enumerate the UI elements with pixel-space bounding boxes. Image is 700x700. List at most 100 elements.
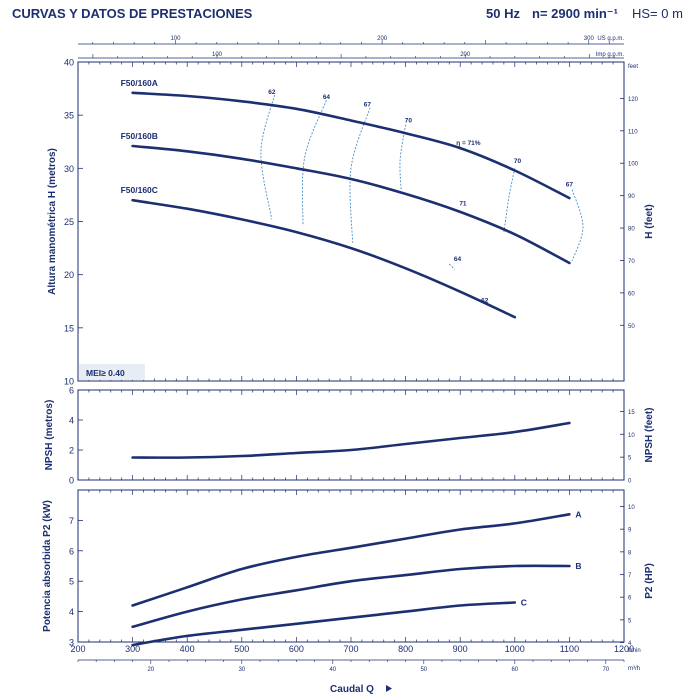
x-axis-label: Caudal Q — [330, 684, 374, 695]
head-curve-f50-160c — [131, 198, 517, 319]
efficiency-label: 64 — [454, 256, 462, 263]
imp-gpm-tick-label: 200 — [460, 52, 471, 58]
x-tick-label: 400 — [180, 644, 195, 654]
m3h-tick-label: 60 — [511, 667, 518, 673]
x-tick-label: 900 — [453, 644, 468, 654]
power-curve-a — [131, 513, 571, 607]
head-panel-ytick-right-label: 60 — [628, 291, 635, 297]
us-gpm-tick-label: 300 — [584, 36, 595, 42]
efficiency-iso-line — [399, 124, 407, 191]
power-curve-label: A — [575, 509, 581, 519]
head-panel-ytick-right-label: 80 — [628, 227, 635, 233]
imp-gpm-tick-label: 100 — [212, 52, 223, 58]
x-tick-label: 700 — [343, 644, 358, 654]
m3h-tick-label: 70 — [602, 667, 609, 673]
m3h-tick-label: 50 — [420, 667, 427, 673]
power-panel-ytick-label: 3 — [69, 638, 74, 648]
npsh-curve — [131, 421, 571, 459]
head-panel-ytick-right-label: 90 — [628, 194, 635, 200]
npsh-panel-ytick-label: 6 — [69, 386, 74, 396]
npsh-panel-ytick-label: 2 — [69, 446, 74, 456]
efficiency-label: 70 — [405, 118, 413, 125]
npsh-ylabel: NPSH (metros) — [44, 400, 55, 471]
m3h-unit: m³/h — [628, 666, 640, 672]
efficiency-label: 71 — [459, 201, 467, 208]
head-panel-ytick-label: 40 — [64, 58, 74, 68]
head-panel-ytick-right-label: 110 — [628, 129, 638, 135]
head-panel-ytick-label: 25 — [64, 217, 74, 227]
hs-label: HS= 0 m — [632, 6, 683, 21]
x-tick-label: 800 — [398, 644, 413, 654]
m3h-tick-label: 40 — [329, 667, 336, 673]
head-panel-ytick-label: 30 — [64, 164, 74, 174]
power-curve-label: C — [521, 597, 527, 607]
us-gpm-tick-label: 100 — [170, 36, 181, 42]
head-panel-ytick-label: 10 — [64, 377, 74, 387]
power-panel-ytick-right-label: 9 — [628, 528, 632, 534]
efficiency-label: η = 71% — [456, 140, 481, 147]
x-tick-label: 1100 — [560, 644, 579, 654]
power-panel-ytick-right-label: 4 — [628, 641, 632, 647]
head-panel-ytick-right-label: 70 — [628, 259, 635, 265]
power-panel-ytick-right-label: 8 — [628, 550, 632, 556]
efficiency-label: 70 — [514, 158, 522, 165]
power-panel-ytick-label: 7 — [69, 516, 74, 526]
npsh-panel-ytick-label: 4 — [69, 416, 74, 426]
efficiency-label: 62 — [268, 89, 276, 96]
chart-title: CURVAS Y DATOS DE PRESTACIONES — [12, 6, 253, 21]
efficiency-iso-line — [571, 189, 584, 261]
head-ylabel: Altura manométrica H (metros) — [47, 148, 58, 295]
head-curve-label: F50/160C — [121, 185, 158, 195]
efficiency-iso-line — [301, 100, 327, 226]
efficiency-label: 62 — [481, 297, 489, 304]
efficiency-label: 64 — [323, 94, 331, 101]
power-ylabel-right: P2 (HP) — [644, 563, 655, 599]
npsh-panel-ytick-right-label: 5 — [628, 456, 632, 462]
efficiency-iso-line — [448, 263, 456, 270]
us-gpm-tick-label: 200 — [377, 36, 388, 42]
power-curve-c — [131, 601, 517, 647]
head-panel-ytick-label: 20 — [64, 270, 74, 280]
head-curve-label: F50/160A — [121, 78, 158, 88]
m3h-tick-label: 30 — [238, 667, 245, 673]
x-tick-label: 200 — [70, 644, 85, 654]
mei-box — [79, 364, 145, 380]
power-curve-label: B — [575, 561, 581, 571]
speed-label: n= 2900 min⁻¹ — [532, 6, 618, 21]
efficiency-iso-line — [503, 168, 516, 233]
x-tick-label: 500 — [234, 644, 249, 654]
x-axis-arrow-icon — [386, 685, 392, 692]
head-curve-f50-160b — [131, 144, 571, 265]
npsh-ylabel-right: NPSH (feet) — [644, 407, 655, 462]
x-tick-label: 1000 — [505, 644, 525, 654]
efficiency-iso-line — [260, 94, 276, 220]
m3h-tick-label: 20 — [147, 667, 154, 673]
npsh-panel-ytick-right-label: 0 — [628, 479, 632, 485]
head-panel-ytick-right-label: 100 — [628, 162, 639, 168]
imp-gpm-unit: Imp g.p.m. — [596, 52, 625, 58]
efficiency-label: 67 — [566, 181, 574, 188]
npsh-panel-ytick-label: 0 — [69, 476, 74, 486]
power-panel-ytick-right-label: 5 — [628, 618, 632, 624]
npsh-panel-ytick-right-label: 10 — [628, 433, 635, 439]
head-panel-ytick-label: 15 — [64, 323, 74, 333]
x-tick-label: 300 — [125, 644, 140, 654]
npsh-panel-ytick-right-label: 15 — [628, 410, 635, 416]
head-curve-label: F50/160B — [121, 131, 158, 141]
power-ylabel: Potencia absorbida P2 (kW) — [42, 500, 53, 632]
head-panel-ytick-right-label: 120 — [628, 97, 639, 103]
x-unit-lpm: l/min — [628, 648, 641, 654]
mei-label: MEI≥ 0.40 — [86, 368, 125, 378]
head-panel-ytick-label: 35 — [64, 111, 74, 121]
npsh-panel-frame — [77, 389, 625, 481]
power-panel-ytick-right-label: 10 — [628, 505, 635, 511]
head-curve-f50-160a — [131, 91, 571, 200]
power-panel-ytick-right-label: 7 — [628, 573, 632, 579]
power-panel-ytick-right-label: 6 — [628, 596, 632, 602]
feet-unit: feet — [628, 64, 638, 70]
head-panel-ytick-right-label: 50 — [628, 324, 635, 330]
frequency-label: 50 Hz — [486, 6, 520, 21]
head-ylabel-right: H (feet) — [644, 204, 655, 238]
power-panel-ytick-label: 5 — [69, 577, 74, 587]
